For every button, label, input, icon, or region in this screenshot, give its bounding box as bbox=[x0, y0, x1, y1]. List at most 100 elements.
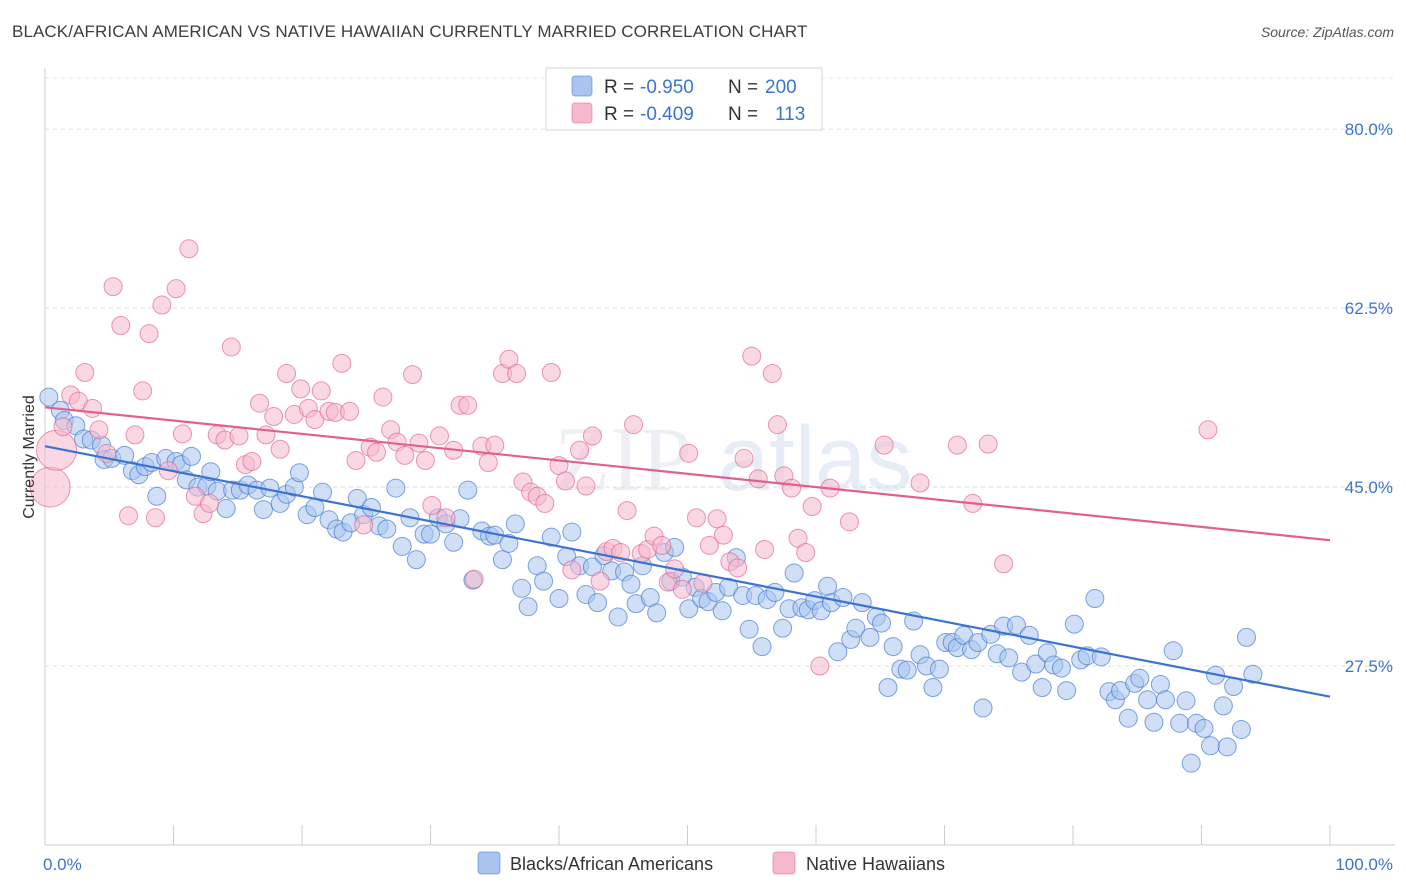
point-native-hawaiians bbox=[478, 453, 498, 473]
point-native-hawaiians bbox=[555, 471, 575, 491]
point-native-hawaiians bbox=[133, 381, 153, 401]
point-native-hawaiians bbox=[415, 450, 435, 470]
point-native-hawaiians bbox=[373, 387, 393, 407]
point-blacks bbox=[458, 480, 478, 500]
point-blacks bbox=[518, 597, 538, 617]
point-native-hawaiians bbox=[111, 315, 131, 335]
point-native-hawaiians bbox=[354, 515, 374, 535]
point-native-hawaiians bbox=[652, 535, 672, 555]
point-native-hawaiians bbox=[395, 445, 415, 465]
point-native-hawaiians bbox=[291, 379, 311, 399]
point-native-hawaiians bbox=[748, 469, 768, 489]
point-native-hawaiians bbox=[796, 543, 816, 563]
point-native-hawaiians bbox=[507, 364, 527, 384]
point-blacks bbox=[444, 532, 464, 552]
legend-n-value-1: 200 bbox=[765, 77, 797, 98]
point-blacks bbox=[421, 524, 440, 544]
point-blacks bbox=[1163, 641, 1183, 661]
point-blacks bbox=[719, 577, 739, 597]
point-native-hawaiians bbox=[83, 398, 103, 418]
point-native-hawaiians bbox=[590, 571, 610, 591]
point-blacks bbox=[846, 618, 866, 638]
point-native-hawaiians bbox=[541, 363, 561, 383]
point-native-hawaiians bbox=[146, 508, 166, 528]
point-blacks bbox=[39, 387, 59, 407]
point-blacks bbox=[712, 601, 732, 621]
point-native-hawaiians bbox=[874, 435, 894, 455]
point-native-hawaiians bbox=[679, 443, 699, 463]
point-native-hawaiians bbox=[617, 501, 637, 521]
point-native-hawaiians bbox=[576, 476, 596, 496]
point-blacks bbox=[752, 637, 772, 657]
point-native-hawaiians bbox=[464, 569, 484, 589]
point-blacks bbox=[588, 593, 608, 613]
point-blacks bbox=[534, 571, 554, 591]
point-blacks bbox=[1200, 736, 1220, 756]
point-native-hawaiians bbox=[624, 415, 644, 435]
point-blacks bbox=[784, 563, 804, 583]
point-blacks bbox=[253, 500, 273, 520]
point-blacks bbox=[818, 576, 838, 596]
point-blacks bbox=[1130, 668, 1150, 688]
legend-n-label-2: N = bbox=[728, 104, 758, 125]
point-blacks bbox=[147, 486, 167, 506]
point-blacks bbox=[499, 533, 519, 553]
point-native-hawaiians bbox=[125, 425, 145, 445]
point-native-hawaiians bbox=[103, 277, 123, 297]
point-native-hawaiians bbox=[139, 324, 159, 344]
point-blacks bbox=[852, 593, 872, 613]
point-native-hawaiians bbox=[782, 478, 802, 498]
point-native-hawaiians bbox=[152, 295, 172, 315]
point-native-hawaiians bbox=[672, 579, 692, 599]
point-native-hawaiians bbox=[767, 415, 787, 435]
point-blacks bbox=[1156, 690, 1176, 710]
point-blacks bbox=[201, 462, 221, 482]
point-native-hawaiians bbox=[707, 509, 727, 529]
point-native-hawaiians bbox=[535, 493, 555, 513]
point-blacks bbox=[562, 522, 582, 542]
point-blacks bbox=[679, 599, 699, 619]
point-blacks bbox=[216, 499, 236, 519]
point-blacks bbox=[773, 618, 793, 638]
bottom-legend-swatch-pink bbox=[772, 851, 796, 875]
point-native-hawaiians bbox=[199, 493, 219, 513]
point-blacks bbox=[1144, 712, 1164, 732]
point-blacks bbox=[897, 660, 917, 680]
point-blacks bbox=[973, 698, 993, 718]
point-native-hawaiians bbox=[367, 442, 387, 462]
y-tick-label: 27.5% bbox=[1345, 657, 1393, 676]
y-tick-label: 62.5% bbox=[1345, 299, 1393, 318]
point-native-hawaiians bbox=[742, 346, 762, 366]
legend-swatch-pink bbox=[571, 102, 593, 124]
point-blacks bbox=[878, 678, 898, 698]
y-tick-label: 80.0% bbox=[1345, 120, 1393, 139]
point-native-hawaiians bbox=[277, 364, 297, 384]
point-native-hawaiians bbox=[762, 364, 782, 384]
point-native-hawaiians bbox=[1198, 420, 1218, 440]
point-native-hawaiians bbox=[802, 496, 822, 516]
bottom-legend-swatch-blue bbox=[477, 851, 501, 875]
point-native-hawaiians bbox=[693, 573, 713, 593]
point-native-hawaiians bbox=[221, 337, 241, 357]
point-native-hawaiians bbox=[458, 395, 478, 415]
point-blacks bbox=[1012, 662, 1032, 682]
point-blacks bbox=[406, 550, 426, 570]
point-blacks bbox=[923, 678, 943, 698]
point-native-hawaiians bbox=[75, 363, 95, 383]
point-blacks bbox=[541, 527, 561, 547]
point-native-hawaiians bbox=[264, 407, 284, 427]
point-blacks bbox=[860, 627, 880, 647]
tick-labels: 80.0% 62.5% 45.0% 27.5% 0.0% 100.0% bbox=[43, 120, 1393, 874]
point-native-hawaiians bbox=[728, 558, 748, 578]
point-native-hawaiians bbox=[839, 512, 859, 532]
point-blacks bbox=[621, 574, 641, 594]
trend-line-blacks bbox=[44, 445, 1331, 698]
point-blacks bbox=[1057, 681, 1077, 701]
bottom-legend-label-pink: Native Hawaiians bbox=[806, 854, 945, 874]
point-blacks bbox=[392, 536, 412, 556]
point-blacks bbox=[1019, 625, 1039, 645]
point-native-hawaiians bbox=[570, 440, 590, 460]
point-native-hawaiians bbox=[270, 439, 290, 459]
point-native-hawaiians bbox=[713, 525, 733, 545]
